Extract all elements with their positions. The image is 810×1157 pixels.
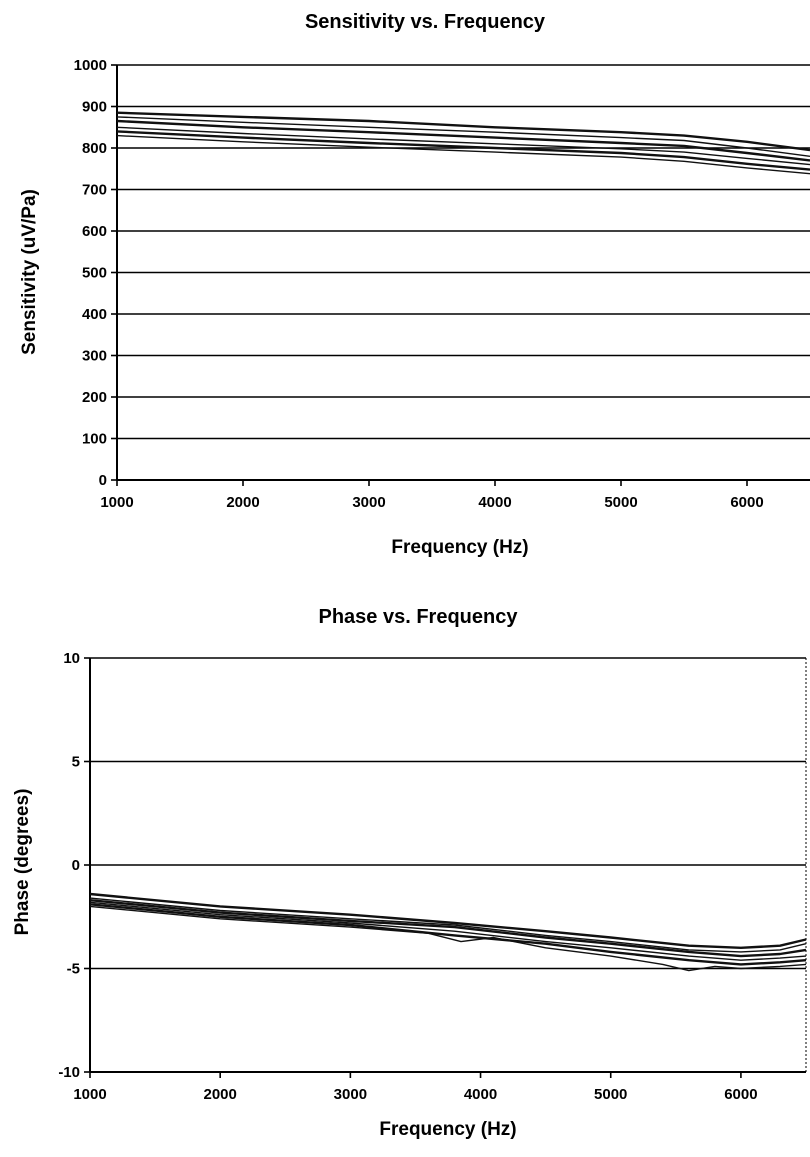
phase-x-tick-label: 5000 xyxy=(594,1086,627,1103)
sensitivity-x-tick-label: 5000 xyxy=(604,494,637,511)
phase-gridlines xyxy=(90,657,806,1073)
phase-chart: Phase vs. Frequency Phase (degrees) Freq… xyxy=(12,606,807,1140)
phase-y-axis-label: Phase (degrees) xyxy=(12,789,33,936)
sensitivity-x-tick-label: 4000 xyxy=(478,494,511,511)
sensitivity-x-tick-label: 6000 xyxy=(730,494,763,511)
sensitivity-chart-title: Sensitivity vs. Frequency xyxy=(305,11,546,33)
sensitivity-series-line-6 xyxy=(116,134,810,175)
sensitivity-series-line-1 xyxy=(116,111,810,152)
sensitivity-x-tick-label: 1000 xyxy=(100,494,133,511)
sensitivity-y-tick-label: 1000 xyxy=(74,57,107,74)
sensitivity-x-tick-label: 2000 xyxy=(226,494,259,511)
sensitivity-y-tick-label: 500 xyxy=(82,265,107,282)
sensitivity-chart: Sensitivity vs. Frequency Sensitivity (u… xyxy=(19,11,810,558)
phase-x-tick-label: 2000 xyxy=(203,1086,236,1103)
sensitivity-y-tick-label: 300 xyxy=(82,348,107,365)
sensitivity-x-tick-label: 3000 xyxy=(352,494,385,511)
sensitivity-x-ticks: 1000 2000 3000 4000 5000 6000 xyxy=(100,480,764,511)
phase-y-tick-label: 10 xyxy=(63,650,80,667)
sensitivity-y-tick-label: 400 xyxy=(82,306,107,323)
phase-series-line-6 xyxy=(89,905,807,972)
phase-y-tick-label: -5 xyxy=(67,961,80,978)
phase-series-line-4 xyxy=(89,901,807,961)
sensitivity-series xyxy=(116,111,810,175)
sensitivity-x-axis-label: Frequency (Hz) xyxy=(391,537,528,558)
phase-x-tick-label: 1000 xyxy=(73,1086,106,1103)
sensitivity-series-line-2 xyxy=(116,116,810,157)
phase-y-tick-label: -10 xyxy=(58,1064,80,1081)
phase-series-line-3 xyxy=(89,899,807,958)
phase-axes xyxy=(89,657,807,1073)
sensitivity-y-tick-label: 600 xyxy=(82,223,107,240)
phase-y-tick-label: 5 xyxy=(72,754,80,771)
phase-series-line-2 xyxy=(89,897,807,953)
phase-y-tick-label: 0 xyxy=(72,857,80,874)
sensitivity-series-line-5 xyxy=(116,130,810,171)
phase-x-tick-label: 4000 xyxy=(464,1086,497,1103)
sensitivity-series-line-3 xyxy=(116,119,810,162)
sensitivity-y-tick-label: 200 xyxy=(82,389,107,406)
sensitivity-y-tick-label: 900 xyxy=(82,99,107,116)
sensitivity-y-tick-label: 0 xyxy=(99,472,107,489)
sensitivity-y-tick-label: 100 xyxy=(82,431,107,448)
phase-series xyxy=(89,892,807,972)
phase-chart-title: Phase vs. Frequency xyxy=(319,606,519,628)
sensitivity-y-axis-label: Sensitivity (uV/Pa) xyxy=(19,189,40,355)
sensitivity-series-line-4 xyxy=(116,126,810,166)
phase-x-tick-label: 3000 xyxy=(334,1086,367,1103)
phase-x-tick-label: 6000 xyxy=(724,1086,757,1103)
phase-x-axis-label: Frequency (Hz) xyxy=(379,1119,516,1140)
phase-y-ticks: 10 5 0 -5 -10 xyxy=(58,650,90,1081)
sensitivity-y-tick-label: 700 xyxy=(82,182,107,199)
phase-x-ticks: 1000 2000 3000 4000 5000 6000 xyxy=(73,1072,758,1103)
sensitivity-y-tick-label: 800 xyxy=(82,140,107,157)
phase-series-line-1 xyxy=(89,892,807,949)
phase-series-line-5 xyxy=(89,903,807,966)
